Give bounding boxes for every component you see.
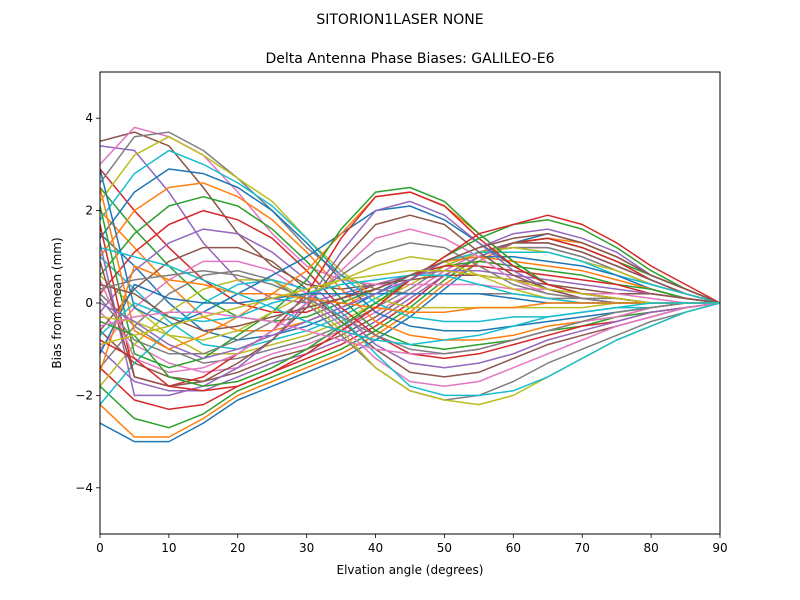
y-tick-label: −4 <box>75 481 93 495</box>
y-axis-ticks: −4 −2 0 2 4 <box>75 111 100 495</box>
series-line <box>100 228 720 360</box>
series-line <box>100 260 720 387</box>
x-axis-label: Elvation angle (degrees) <box>337 563 484 577</box>
series-line <box>100 269 720 355</box>
x-tick-label: 20 <box>230 541 245 555</box>
y-tick-label: −2 <box>75 388 93 402</box>
series-line <box>100 232 720 332</box>
x-axis-ticks: 0 10 20 30 40 50 60 70 80 90 <box>96 534 728 555</box>
chart-title: Delta Antenna Phase Biases: GALILEO-E6 <box>265 51 554 67</box>
y-tick-label: 2 <box>85 204 93 218</box>
series-line <box>100 269 720 346</box>
y-axis-label: Bias from mean (mm) <box>50 237 64 368</box>
y-tick-label: 4 <box>85 111 93 125</box>
series-line <box>100 302 720 355</box>
series-line <box>100 237 720 411</box>
chart-suptitle: SITORION1LASER NONE <box>316 12 483 28</box>
x-tick-label: 80 <box>643 541 658 555</box>
x-tick-label: 50 <box>437 541 452 555</box>
x-tick-label: 0 <box>96 541 104 555</box>
series-layer <box>100 126 720 443</box>
y-tick-label: 0 <box>85 296 93 310</box>
x-tick-label: 90 <box>712 541 727 555</box>
x-tick-label: 60 <box>506 541 521 555</box>
series-line <box>100 265 720 373</box>
series-line <box>100 246 720 346</box>
x-tick-label: 30 <box>299 541 314 555</box>
x-tick-label: 70 <box>575 541 590 555</box>
x-tick-label: 10 <box>161 541 176 555</box>
series-line <box>100 228 720 369</box>
x-tick-label: 40 <box>368 541 383 555</box>
